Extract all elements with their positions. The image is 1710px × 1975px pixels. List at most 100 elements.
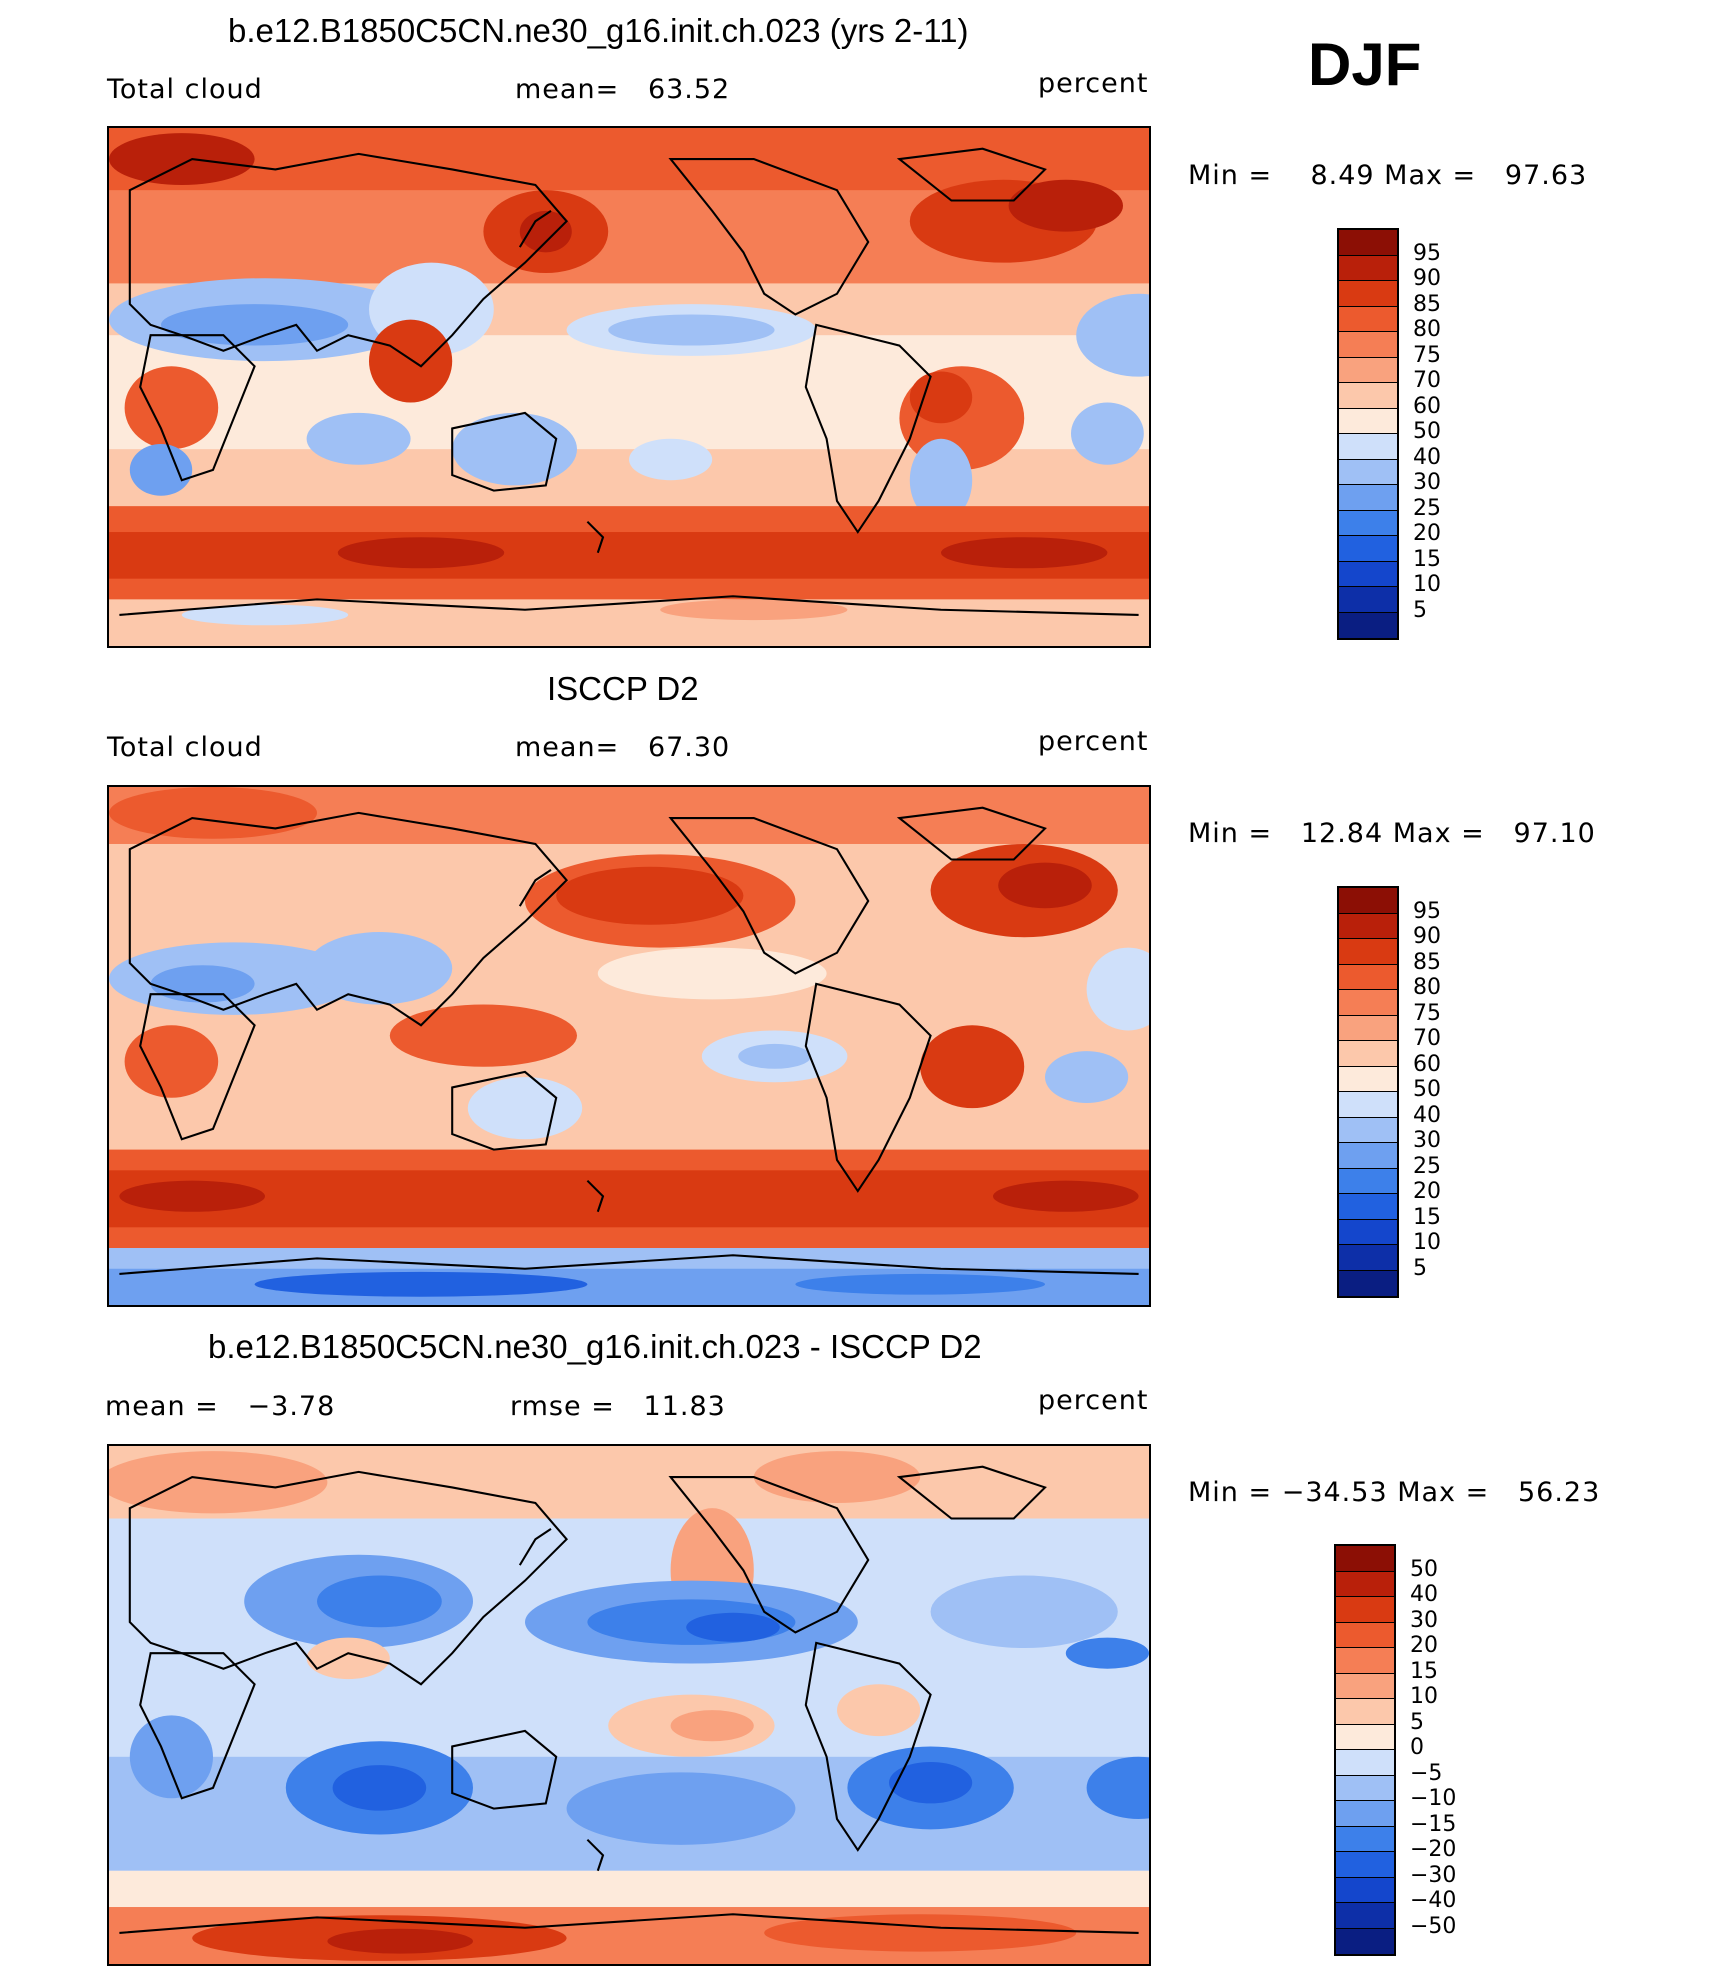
colorbar-swatch (1339, 408, 1397, 434)
panel-3-rmse-label: rmse = 11.83 (510, 1391, 726, 1422)
panel-1-units-label: percent (1038, 68, 1149, 99)
colorbar-tick-label: 0 (1410, 1735, 1424, 1760)
colorbar-tick-label: 90 (1413, 924, 1441, 949)
colorbar-tick-label: 50 (1413, 419, 1441, 444)
colorbar-swatch (1339, 561, 1397, 587)
colorbar-swatch (1339, 1168, 1397, 1194)
panel-2-map-svg (109, 787, 1149, 1305)
colorbar-swatch (1339, 434, 1397, 460)
colorbar-swatch (1339, 612, 1397, 638)
colorbar-swatch (1336, 1648, 1394, 1674)
colorbar-swatch (1336, 1750, 1394, 1776)
panel-1-map-svg (109, 128, 1149, 646)
colorbar-swatch (1339, 1270, 1397, 1296)
colorbar-swatch (1336, 1775, 1394, 1801)
panel-2-map (107, 785, 1151, 1307)
colorbar-swatch (1339, 485, 1397, 511)
colorbar-swatch (1336, 1903, 1394, 1929)
panel-2-title: ISCCP D2 (547, 670, 699, 707)
colorbar-swatch (1339, 587, 1397, 613)
colorbar-swatch (1339, 281, 1397, 307)
colorbar-tick-label: 25 (1413, 495, 1441, 521)
colorbar-swatch (1339, 1066, 1397, 1092)
panel-1-mean-label: mean= 63.52 (515, 74, 731, 105)
colorbar-swatch (1336, 1877, 1394, 1903)
colorbar-tick-label: 30 (1410, 1607, 1438, 1633)
colorbar-tick-label: 15 (1413, 1204, 1441, 1230)
colorbar-tick-label: 40 (1413, 1102, 1441, 1128)
colorbar-swatch (1336, 1571, 1394, 1597)
colorbar-swatch (1339, 357, 1397, 383)
colorbar-swatch (1339, 1143, 1397, 1169)
colorbar-tick-label: −10 (1410, 1786, 1457, 1811)
colorbar-swatch (1339, 383, 1397, 409)
panel-3-units-label: percent (1038, 1385, 1149, 1416)
colorbar-swatch (1336, 1928, 1394, 1954)
colorbar-swatch (1339, 1015, 1397, 1041)
colorbar-tick-label: 90 (1413, 266, 1441, 291)
colorbar-tick-label: −50 (1410, 1913, 1457, 1939)
colorbar-swatch (1336, 1699, 1394, 1725)
colorbar-swatch (1339, 939, 1397, 965)
colorbar-tick-label: 75 (1413, 342, 1441, 368)
panel-3-minmax-label: Min = −34.53 Max = 56.23 (1188, 1477, 1601, 1508)
colorbar-swatch (1339, 230, 1397, 256)
colorbar-tick-label: 85 (1413, 949, 1441, 975)
colorbar-tick-label: 95 (1413, 240, 1441, 266)
colorbar-tick-label: 10 (1410, 1684, 1438, 1709)
panel-2-units-label: percent (1038, 726, 1149, 757)
colorbar-swatch (1336, 1801, 1394, 1827)
colorbar-swatch (1336, 1546, 1394, 1572)
colorbar-tick-label: 75 (1413, 1000, 1441, 1026)
colorbar-swatch (1336, 1724, 1394, 1750)
colorbar-swatch (1339, 332, 1397, 358)
season-label: DJF (1308, 31, 1422, 98)
colorbar-swatch (1339, 1194, 1397, 1220)
colorbar-swatch (1336, 1852, 1394, 1878)
panel-2-colorbar (1337, 886, 1399, 1298)
colorbar-tick-label: 30 (1413, 470, 1441, 495)
panel-3-colorbar (1334, 1544, 1396, 1956)
colorbar-tick-label: 30 (1413, 1128, 1441, 1153)
colorbar-tick-label: 20 (1413, 1179, 1441, 1204)
colorbar-tick-label: 20 (1413, 521, 1441, 546)
colorbar-swatch (1339, 306, 1397, 332)
colorbar-swatch (1339, 1245, 1397, 1271)
colorbar-swatch (1339, 1117, 1397, 1143)
panel-1-minmax-label: Min = 8.49 Max = 97.63 (1188, 160, 1588, 191)
colorbar-swatch (1339, 888, 1397, 914)
colorbar-swatch (1336, 1826, 1394, 1852)
colorbar-tick-label: −20 (1410, 1837, 1457, 1862)
colorbar-tick-label: 80 (1413, 317, 1441, 342)
panel-2-mean-label: mean= 67.30 (515, 732, 731, 763)
colorbar-tick-label: 10 (1413, 1230, 1441, 1255)
colorbar-tick-label: 70 (1413, 368, 1441, 393)
panel-1-colorbar (1337, 228, 1399, 640)
panel-2-minmax-label: Min = 12.84 Max = 97.10 (1188, 818, 1596, 849)
colorbar-tick-label: −5 (1410, 1760, 1443, 1786)
colorbar-swatch (1336, 1673, 1394, 1699)
colorbar-tick-label: −15 (1410, 1811, 1457, 1837)
panel-1-field-label: Total cloud (107, 74, 263, 105)
colorbar-tick-label: 60 (1413, 393, 1441, 419)
panel-1-title: b.e12.B1850C5CN.ne30_g16.init.ch.023 (yr… (228, 12, 969, 49)
panel-3-title: b.e12.B1850C5CN.ne30_g16.init.ch.023 - I… (208, 1328, 982, 1365)
panel-3-map (107, 1444, 1151, 1966)
colorbar-tick-label: 60 (1413, 1051, 1441, 1077)
colorbar-swatch (1339, 1092, 1397, 1118)
colorbar-tick-label: 85 (1413, 291, 1441, 317)
panel-3-map-svg (109, 1446, 1149, 1964)
colorbar-tick-label: 25 (1413, 1153, 1441, 1179)
panel-3-mean-label: mean = −3.78 (105, 1391, 336, 1422)
colorbar-tick-label: 15 (1410, 1658, 1438, 1684)
colorbar-tick-label: 5 (1413, 1255, 1427, 1281)
colorbar-tick-label: 20 (1410, 1633, 1438, 1658)
colorbar-swatch (1336, 1622, 1394, 1648)
colorbar-swatch (1339, 459, 1397, 485)
colorbar-tick-label: 5 (1413, 597, 1427, 623)
colorbar-tick-label: 15 (1413, 546, 1441, 572)
colorbar-tick-label: 40 (1410, 1582, 1438, 1607)
colorbar-tick-label: 70 (1413, 1026, 1441, 1051)
colorbar-swatch (1339, 1219, 1397, 1245)
